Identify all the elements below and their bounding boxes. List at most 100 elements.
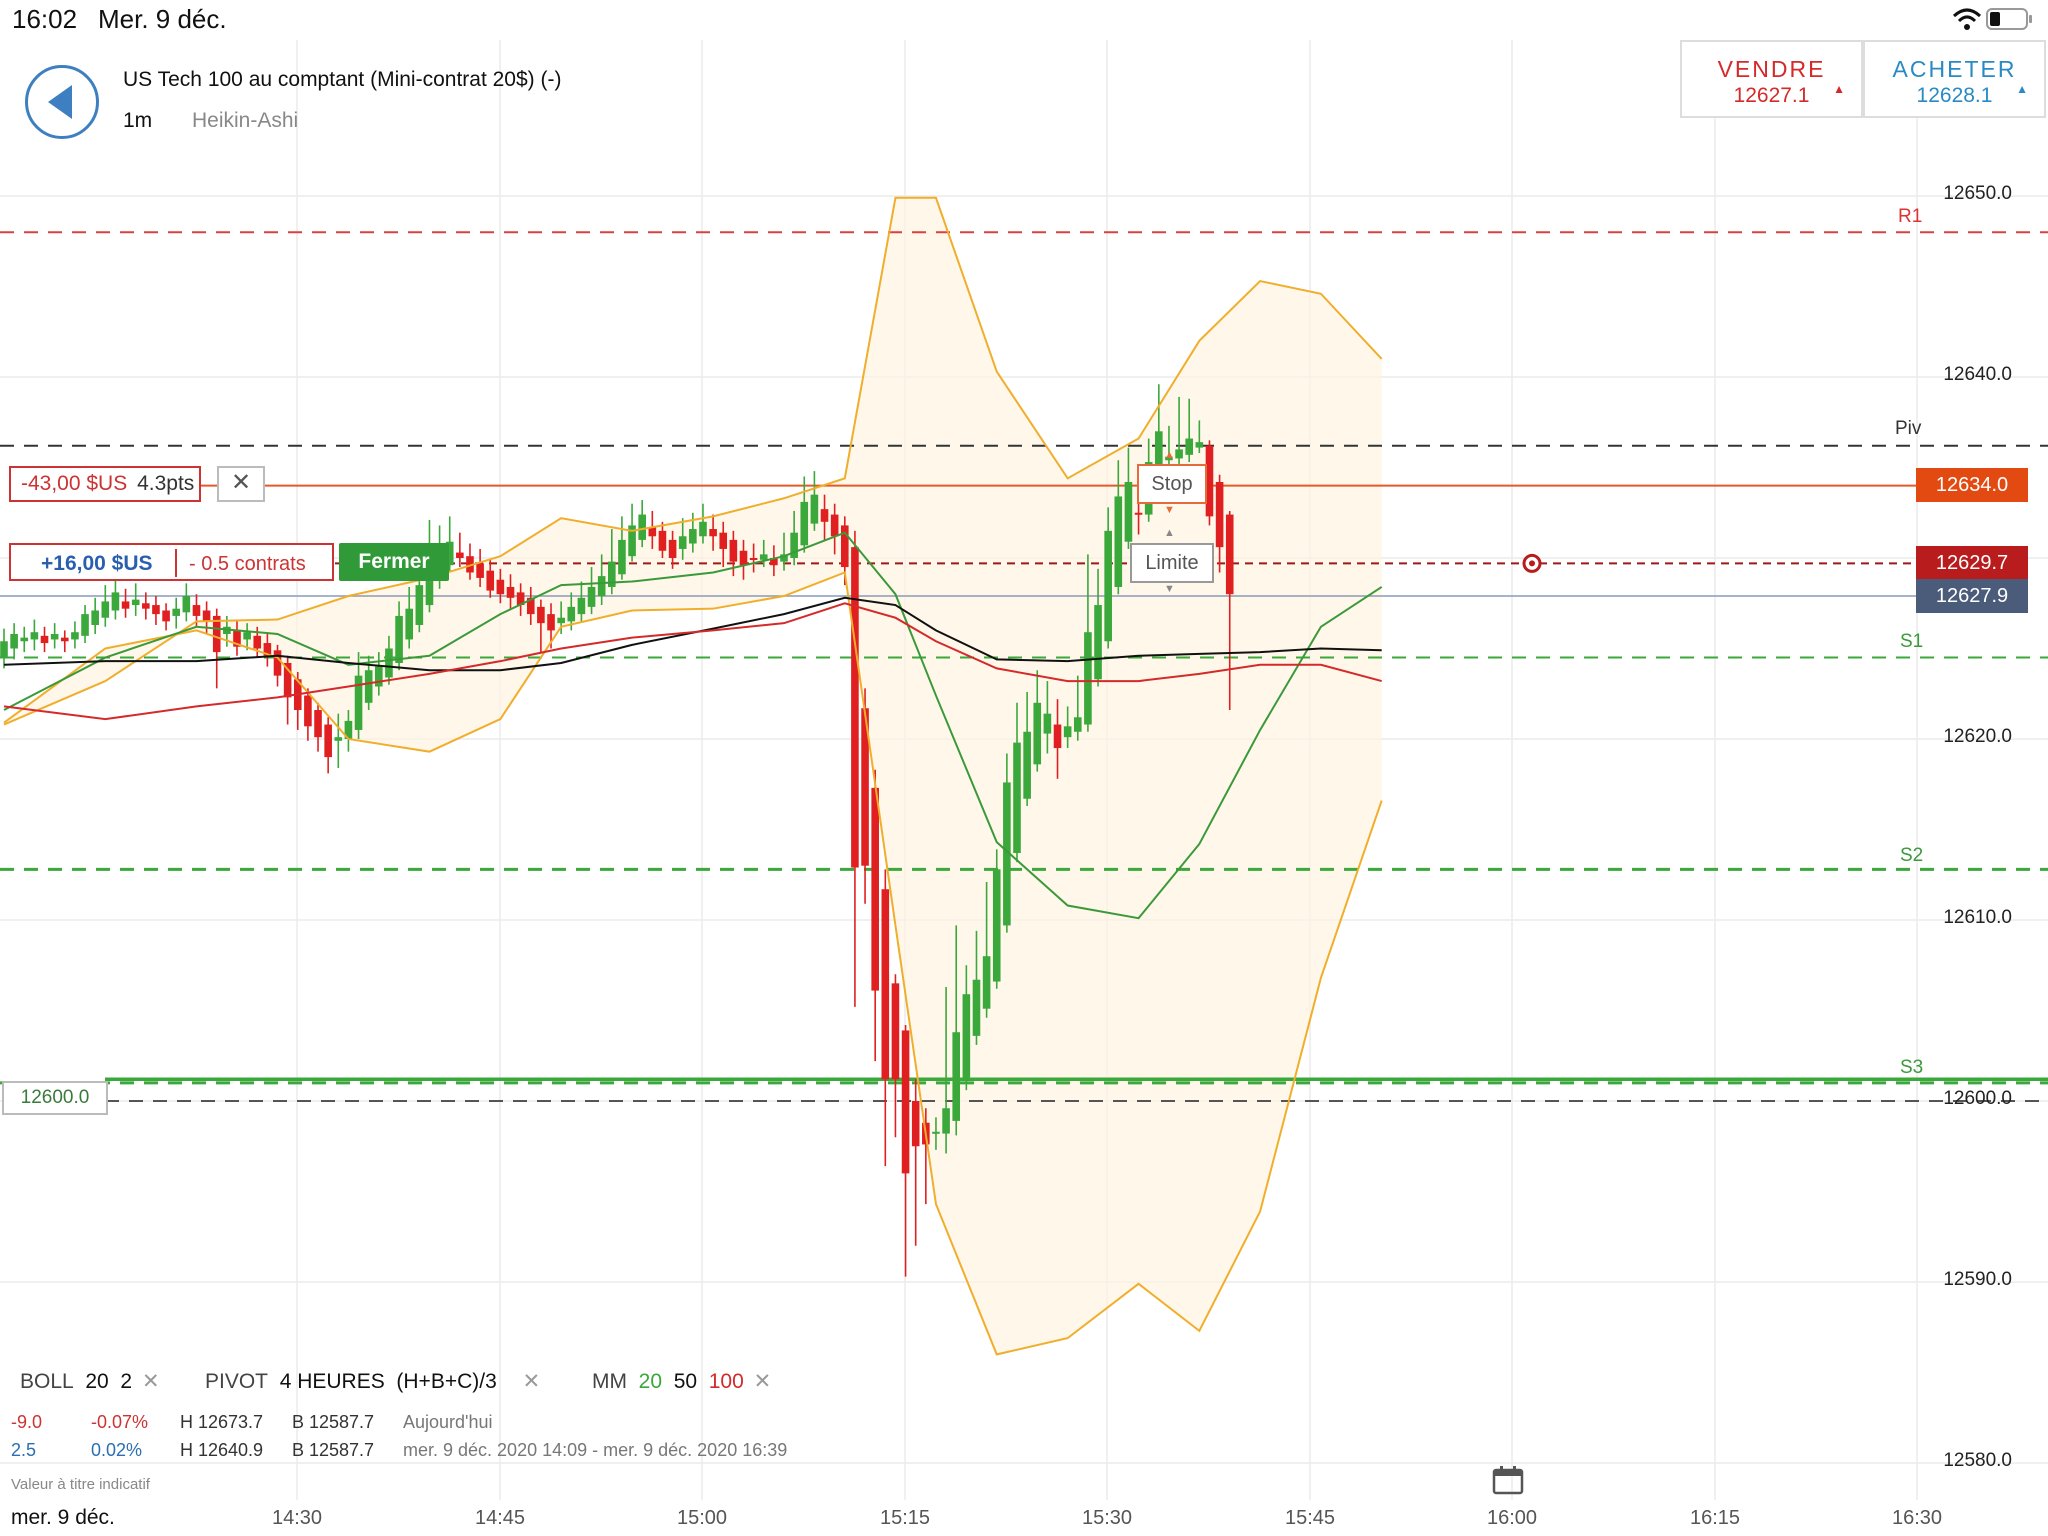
stat-low: B 12587.7 xyxy=(292,1440,375,1460)
candle-body xyxy=(304,695,312,727)
candle-body xyxy=(861,708,869,866)
ma-indicator[interactable]: MM 20 50 100 ✕ xyxy=(592,1369,771,1394)
candle-body xyxy=(608,561,616,587)
remove-boll-icon[interactable]: ✕ xyxy=(141,1370,160,1393)
ma100-line xyxy=(3,602,1382,721)
candle-body xyxy=(942,1108,950,1134)
boll-indicator[interactable]: BOLL 20 2 ✕ xyxy=(20,1369,160,1394)
candle-body xyxy=(1175,449,1183,459)
candle-body xyxy=(790,532,798,558)
triangle-up-icon: ▲ xyxy=(1833,82,1845,96)
y-tick: 12580.0 xyxy=(1943,1450,2012,1471)
candle-body xyxy=(972,979,981,1036)
ma20-line xyxy=(3,531,1383,920)
cancel-stop-button[interactable]: ✕ xyxy=(217,466,265,502)
candle-body xyxy=(658,530,667,551)
buy-button[interactable]: ACHETER 12628.1 ▲ xyxy=(1863,40,2046,118)
candle-body xyxy=(344,720,353,739)
candle-body xyxy=(648,527,657,537)
status-time: 16:02 xyxy=(12,4,78,34)
x-tick: 15:15 xyxy=(879,1507,931,1529)
candle-body xyxy=(253,635,262,649)
stop-handle[interactable]: Stop xyxy=(1137,464,1207,504)
candle-body xyxy=(142,603,150,609)
candle-body xyxy=(192,605,201,616)
candle-body xyxy=(1205,445,1214,517)
triangle-up-icon: ▲ xyxy=(2016,82,2028,96)
candle-body xyxy=(1215,481,1224,548)
bollinger-upper-line xyxy=(3,196,1383,726)
remove-ma-icon[interactable]: ✕ xyxy=(753,1370,772,1393)
pivot-label-s3: S3 xyxy=(1900,1057,1924,1078)
candle-body xyxy=(30,632,39,640)
boll-label: BOLL xyxy=(20,1370,74,1393)
candle-body xyxy=(60,637,69,642)
stat-period: Aujourd'hui xyxy=(403,1412,493,1432)
wifi-icon xyxy=(1952,6,1982,32)
candle-body xyxy=(770,558,778,566)
candle-body xyxy=(800,501,809,546)
y-tick: 12640.0 xyxy=(1943,364,2012,385)
candle-body xyxy=(71,632,79,640)
stop-pts: 4.3pts xyxy=(137,472,195,495)
calendar-icon[interactable] xyxy=(1492,1465,1524,1495)
limit-handle[interactable]: Limite xyxy=(1130,543,1214,583)
candle-body xyxy=(314,710,322,738)
sell-price: 12627.1 xyxy=(1733,84,1810,107)
candle-body xyxy=(618,539,626,575)
candle-body xyxy=(840,525,849,568)
pivot-indicator[interactable]: PIVOT 4 HEURES (H+B+C)/3 ✕ xyxy=(205,1369,540,1394)
candle-body xyxy=(476,563,484,578)
candle-body xyxy=(709,529,717,537)
sell-button[interactable]: VENDRE 12627.1 ▲ xyxy=(1680,40,1863,118)
candle-body xyxy=(283,662,292,698)
stat-change: 2.5 xyxy=(11,1440,37,1460)
x-tick: 14:45 xyxy=(474,1507,526,1529)
y-tick: 12590.0 xyxy=(1943,1269,2012,1290)
candle-body xyxy=(729,539,738,562)
pivot-label-s2: S2 xyxy=(1900,845,1924,866)
candle-body xyxy=(1185,438,1194,455)
stat-change: -9.0 xyxy=(11,1412,43,1432)
candle-body xyxy=(1013,742,1021,854)
interval-selector[interactable]: 1m xyxy=(123,109,153,132)
ma50-line xyxy=(3,596,1382,672)
x-tick: 15:00 xyxy=(676,1507,728,1529)
date-label: mer. 9 déc. xyxy=(11,1506,115,1529)
battery-icon xyxy=(1986,8,2034,30)
remove-pivot-icon[interactable]: ✕ xyxy=(522,1370,541,1393)
candle-body xyxy=(962,994,971,1078)
ma-label: MM xyxy=(592,1370,627,1393)
stat-pct: -0.07% xyxy=(91,1412,149,1432)
status-date: Mer. 9 déc. xyxy=(98,4,227,34)
candle-body xyxy=(273,650,282,676)
drag-up-icon: ▲ xyxy=(1164,449,1175,461)
candle-body xyxy=(1104,530,1112,642)
back-button[interactable] xyxy=(25,65,99,139)
position-size: - 0.5 contrats xyxy=(189,553,306,575)
candle-body xyxy=(1003,782,1011,926)
candle-body xyxy=(557,617,565,624)
candle-body xyxy=(506,586,515,598)
candle-body xyxy=(101,601,110,618)
close-position-button[interactable]: Fermer xyxy=(339,543,449,581)
candle-body xyxy=(202,610,211,622)
candle-body xyxy=(1023,731,1031,799)
candle-body xyxy=(405,608,413,640)
candle-body xyxy=(1084,632,1092,725)
alert-level-box[interactable]: 12600.0 xyxy=(2,1081,108,1115)
candle-body xyxy=(354,675,363,730)
candle-body xyxy=(537,606,545,624)
pivot-label-s1: S1 xyxy=(1900,631,1924,652)
ma-slow: 100 xyxy=(708,1370,744,1393)
candle-body xyxy=(0,641,8,658)
candle-body xyxy=(162,610,170,622)
candle-body xyxy=(780,554,788,562)
chart-type-selector[interactable]: Heikin-Ashi xyxy=(192,109,299,132)
candle-body xyxy=(992,869,1001,982)
candle-body xyxy=(597,576,606,597)
stat-high: H 12640.9 xyxy=(180,1440,264,1460)
stat-period: mer. 9 déc. 2020 14:09 - mer. 9 déc. 202… xyxy=(403,1440,788,1460)
limit-price-tag: 12629.7 xyxy=(1916,546,2028,580)
